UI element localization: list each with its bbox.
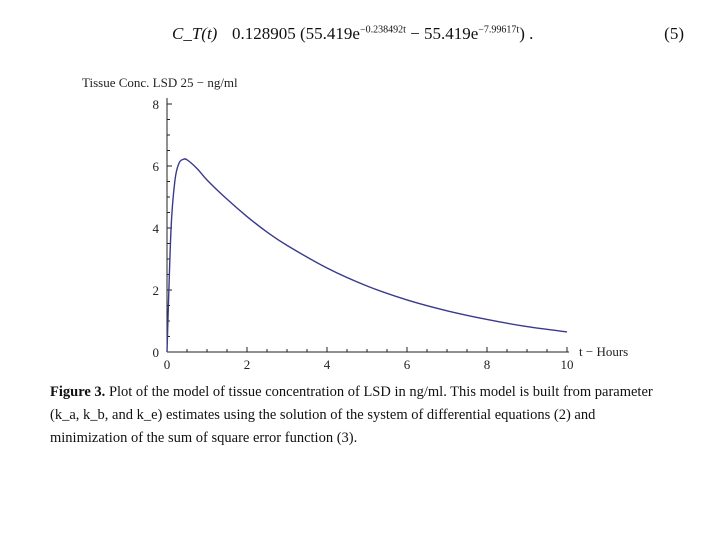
equation-exponent-2: −7.99617t xyxy=(478,24,520,36)
x-tick-label: 10 xyxy=(561,357,574,372)
y-tick-label: 0 xyxy=(153,345,160,360)
equation-rhs-mid: − 55.419e xyxy=(405,24,479,43)
figure-label: Figure 3. xyxy=(50,384,106,400)
x-tick-label: 6 xyxy=(404,357,411,372)
x-tick-label: 4 xyxy=(324,357,331,372)
y-tick-label: 8 xyxy=(153,97,160,112)
equation-rhs: 0.128905 (55.419e−0.238492t − 55.419e−7.… xyxy=(232,24,533,44)
chart-series xyxy=(166,158,568,353)
x-tick-label: 2 xyxy=(244,357,251,372)
chart-labels: 0 2 4 6 8 10 0 2 4 6 8 Tissue Conc. LSD 25 − ng/ml t… xyxy=(82,75,628,372)
y-tick-label: 2 xyxy=(153,283,160,298)
y-tick-label: 6 xyxy=(153,159,160,174)
equation-rhs-prefix: 0.128905 (55.419e xyxy=(232,24,360,43)
equation-exponent-1: −0.238492t xyxy=(359,24,406,36)
x-axis-label: t − Hours xyxy=(579,344,628,359)
concentration-curve xyxy=(166,158,568,353)
figure-caption: Figure 3. Plot of the model of tissue co… xyxy=(50,381,670,450)
concentration-chart: 0 2 4 6 8 10 0 2 4 6 8 Tissue Conc. LSD 25 − ng/ml t… xyxy=(82,75,628,372)
chart-axes xyxy=(166,98,569,353)
equation-rhs-suffix: ) . xyxy=(519,24,534,43)
figure-caption-text: Plot of the model of tissue concentratio… xyxy=(50,384,653,446)
equation-number: (5) xyxy=(664,24,684,43)
y-tick-label: 4 xyxy=(153,221,160,236)
x-tick-label: 0 xyxy=(164,357,171,372)
equation-lhs: C_T(t) xyxy=(172,24,218,43)
x-tick-label: 8 xyxy=(484,357,491,372)
y-axis-label: Tissue Conc. LSD 25 − ng/ml xyxy=(82,75,238,90)
equation-5: C_T(t) 0.128905 (55.419e−0.238492t − 55.… xyxy=(172,22,684,48)
